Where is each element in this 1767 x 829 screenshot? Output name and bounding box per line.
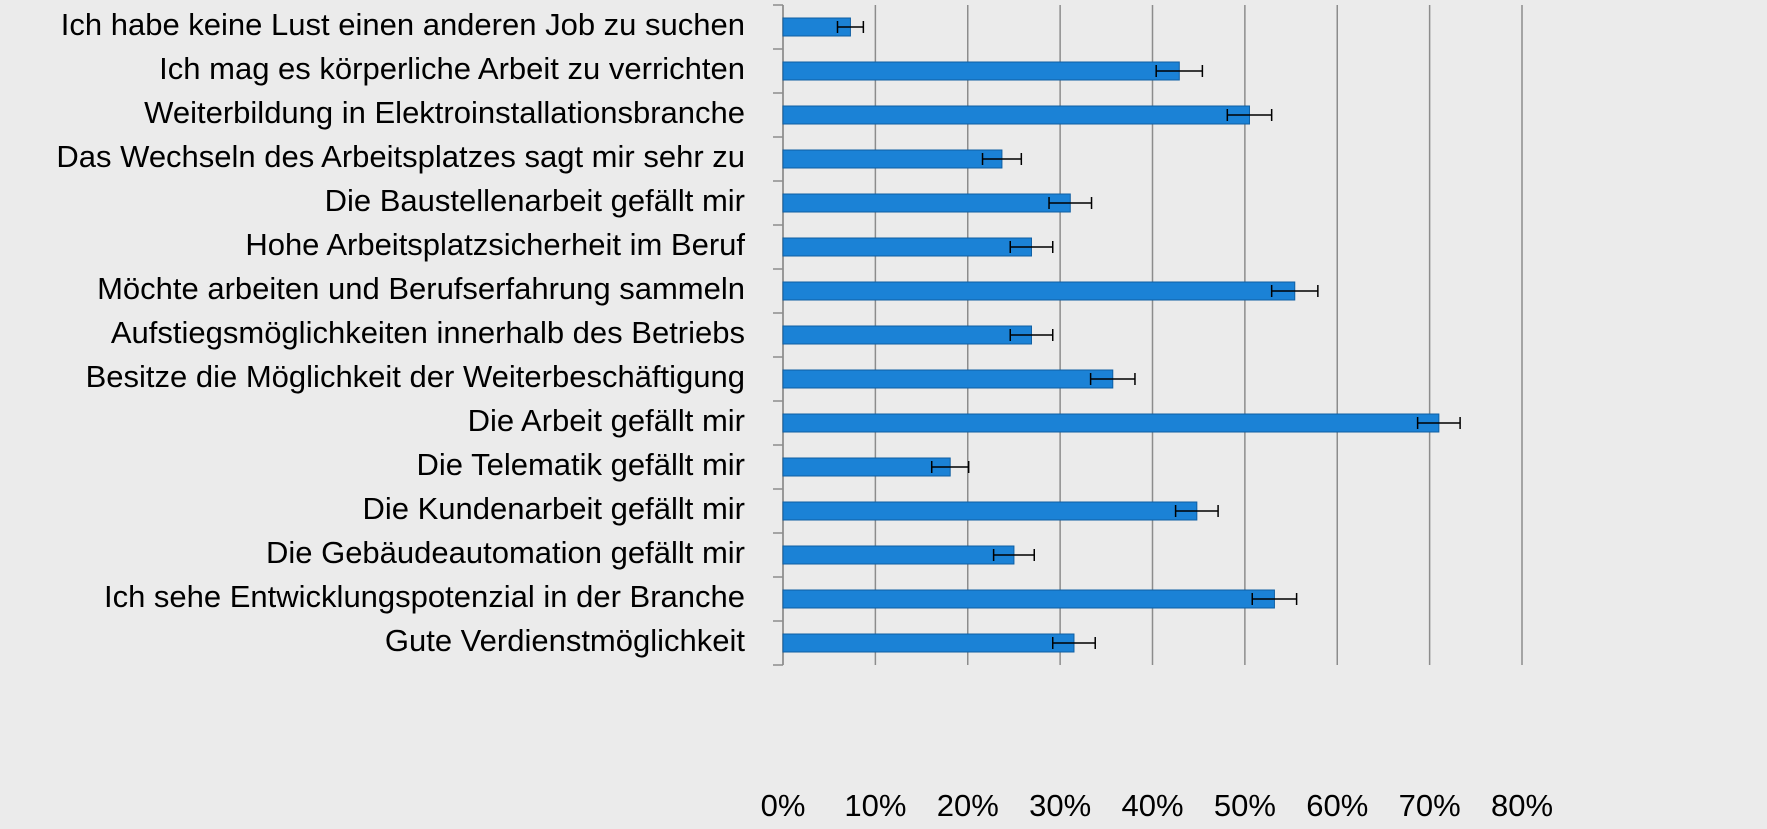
error-bar [1048, 197, 1093, 209]
y-tick-label: Das Wechseln des Arbeitsplatzes sagt mir… [56, 139, 745, 174]
bar [782, 61, 1180, 81]
bar [782, 545, 1015, 565]
error-bar [1009, 241, 1054, 253]
error-bar [836, 21, 865, 33]
y-tick-label: Die Telematik gefällt mir [417, 447, 745, 482]
x-tick-label: 60% [1306, 788, 1368, 823]
y-tick-label: Möchte arbeiten und Berufserfahrung samm… [97, 271, 745, 306]
bar [782, 237, 1032, 257]
error-bar [1270, 285, 1319, 297]
error-bar [981, 153, 1023, 165]
y-tick-label: Die Kundenarbeit gefällt mir [362, 491, 745, 526]
bar [782, 501, 1198, 521]
error-bar [1155, 65, 1204, 77]
y-tick-label: Ich sehe Entwicklungspotenzial in der Br… [104, 579, 745, 614]
x-tick-label: 50% [1214, 788, 1276, 823]
x-tick-label: 20% [937, 788, 999, 823]
error-bar [1051, 637, 1096, 649]
error-bar [930, 461, 970, 473]
bar [782, 457, 951, 477]
y-tick-label: Gute Verdienstmöglichkeit [385, 623, 746, 658]
x-tick-label: 10% [844, 788, 906, 823]
y-tick-label: Die Arbeit gefällt mir [468, 403, 745, 438]
error-bar [1226, 109, 1273, 121]
x-tick-label: 0% [761, 788, 806, 823]
y-tick-label: Die Gebäudeautomation gefällt mir [266, 535, 745, 570]
error-bar [1251, 593, 1298, 605]
bar [782, 633, 1075, 653]
error-bar [1174, 505, 1219, 517]
error-bar [1009, 329, 1054, 341]
bar [782, 413, 1440, 433]
x-tick-label: 30% [1029, 788, 1091, 823]
y-tick-label: Die Baustellenarbeit gefällt mir [325, 183, 745, 218]
y-tick-label: Aufstiegsmöglichkeiten innerhalb des Bet… [111, 315, 745, 350]
error-bar [1416, 417, 1461, 429]
x-tick-label: 40% [1121, 788, 1183, 823]
x-tick-label: 80% [1491, 788, 1553, 823]
bar [782, 193, 1071, 213]
bar [782, 281, 1296, 301]
bar [782, 589, 1275, 609]
y-tick-label: Ich mag es körperliche Arbeit zu verrich… [159, 51, 745, 86]
x-tick-label: 70% [1399, 788, 1461, 823]
error-bar [992, 549, 1036, 561]
bar [782, 105, 1250, 125]
y-tick-label: Ich habe keine Lust einen anderen Job zu… [61, 7, 745, 42]
y-tick-label: Hohe Arbeitsplatzsicherheit im Beruf [245, 227, 745, 262]
bar [782, 325, 1032, 345]
error-bar [1089, 373, 1136, 385]
bar [782, 149, 1003, 169]
y-tick-label: Besitze die Möglichkeit der Weiterbeschä… [86, 359, 745, 394]
y-tick-label: Weiterbildung in Elektroinstallationsbra… [144, 95, 745, 130]
bar [782, 369, 1114, 389]
